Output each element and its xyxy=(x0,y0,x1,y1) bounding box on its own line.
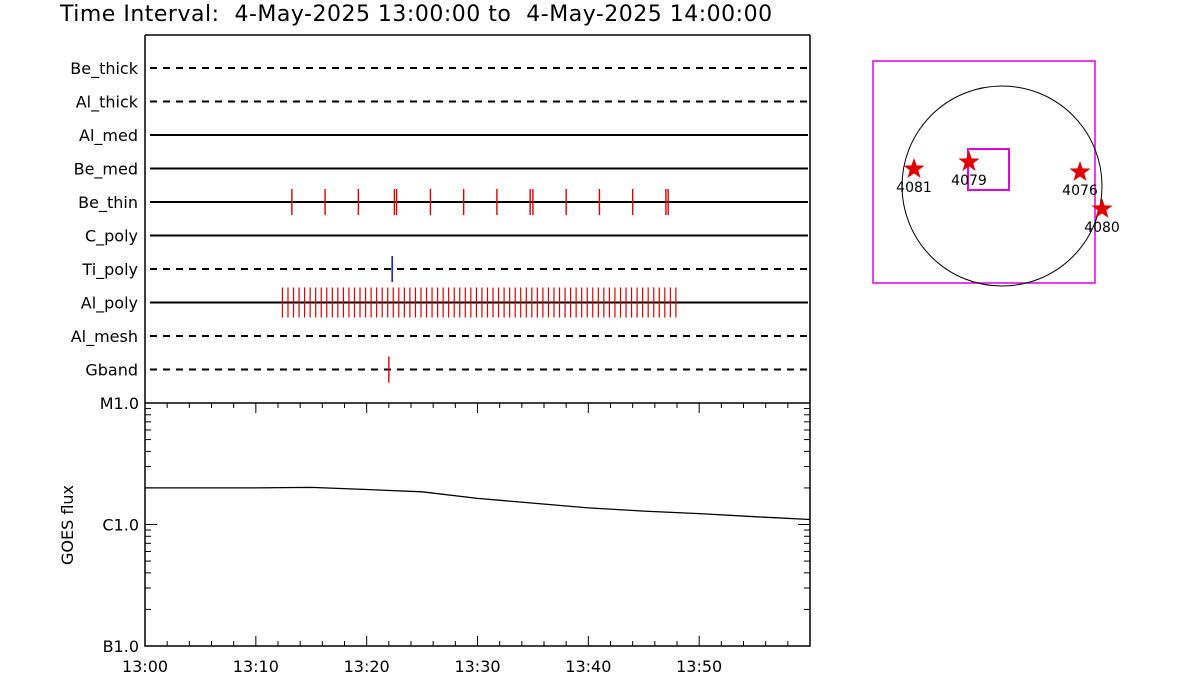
timeline-row: Ti_poly xyxy=(81,256,808,282)
x-tick-label: 13:40 xyxy=(565,657,611,676)
timeline-row: C_poly xyxy=(85,227,808,247)
star-icon xyxy=(903,158,925,178)
x-tick-label: 13:00 xyxy=(122,657,168,676)
marker-label: 4076 xyxy=(1062,183,1098,199)
sun-map-panel: 4081 4079 4076 4080 xyxy=(872,60,1120,287)
row-label: Be_med xyxy=(74,160,138,180)
row-label: Be_thin xyxy=(78,193,138,213)
row-label: C_poly xyxy=(85,227,138,247)
timeline-row: Al_thick xyxy=(76,93,808,113)
active-region-marker: 4080 xyxy=(1084,198,1120,236)
y-tick-label: B1.0 xyxy=(103,637,139,656)
solar-disk xyxy=(901,85,1103,287)
y-axis-label: GOES flux xyxy=(58,485,77,565)
x-tick-label: 13:30 xyxy=(454,657,500,676)
x-tick-label: 13:50 xyxy=(676,657,722,676)
active-region-marker: 4079 xyxy=(951,151,987,189)
marker-label: 4081 xyxy=(896,180,932,196)
timeline-row: Be_thin xyxy=(78,189,808,215)
marker-label: 4080 xyxy=(1084,220,1120,236)
y-tick-label: C1.0 xyxy=(102,516,139,535)
goes-flux-panel: B1.0 C1.0 M1.0 13:00 13:10 13:20 13:30 13:40 13:… xyxy=(58,394,811,676)
row-label: Ti_poly xyxy=(81,260,138,280)
timeline-row: Gband xyxy=(85,356,808,383)
row-label: Al_thick xyxy=(76,93,139,113)
goes-frame xyxy=(144,402,811,647)
page-title: Time Interval: 4-May-2025 13:00:00 to 4-… xyxy=(60,2,773,27)
timeline-row: Al_poly xyxy=(81,287,808,318)
timeline-row: Be_thick xyxy=(70,59,808,79)
target-box xyxy=(967,148,1010,191)
row-label: Gband xyxy=(85,361,138,380)
timeline-row: Al_mesh xyxy=(71,327,808,347)
x-tick-label: 13:20 xyxy=(344,657,390,676)
star-icon xyxy=(958,151,980,171)
marker-label: 4079 xyxy=(951,173,987,189)
active-region-marker: 4076 xyxy=(1062,161,1098,199)
x-tick-label: 13:10 xyxy=(233,657,279,676)
field-of-view-box xyxy=(872,60,1096,284)
star-icon xyxy=(1091,198,1113,218)
star-icon xyxy=(1069,161,1091,181)
active-region-marker: 4081 xyxy=(896,158,932,196)
y-tick-label: M1.0 xyxy=(100,394,139,413)
row-label: Al_poly xyxy=(81,294,138,314)
timeline-row: Al_med xyxy=(79,126,808,146)
row-label: Al_med xyxy=(79,126,138,146)
timeline-row: Be_med xyxy=(74,160,808,180)
goes-flux-line xyxy=(145,486,811,521)
row-label: Al_mesh xyxy=(71,327,138,347)
timeline-panel: Be_thick Al_thick Al_med Be_med Be_thin C_pol… xyxy=(70,34,811,403)
row-label: Be_thick xyxy=(70,59,138,79)
